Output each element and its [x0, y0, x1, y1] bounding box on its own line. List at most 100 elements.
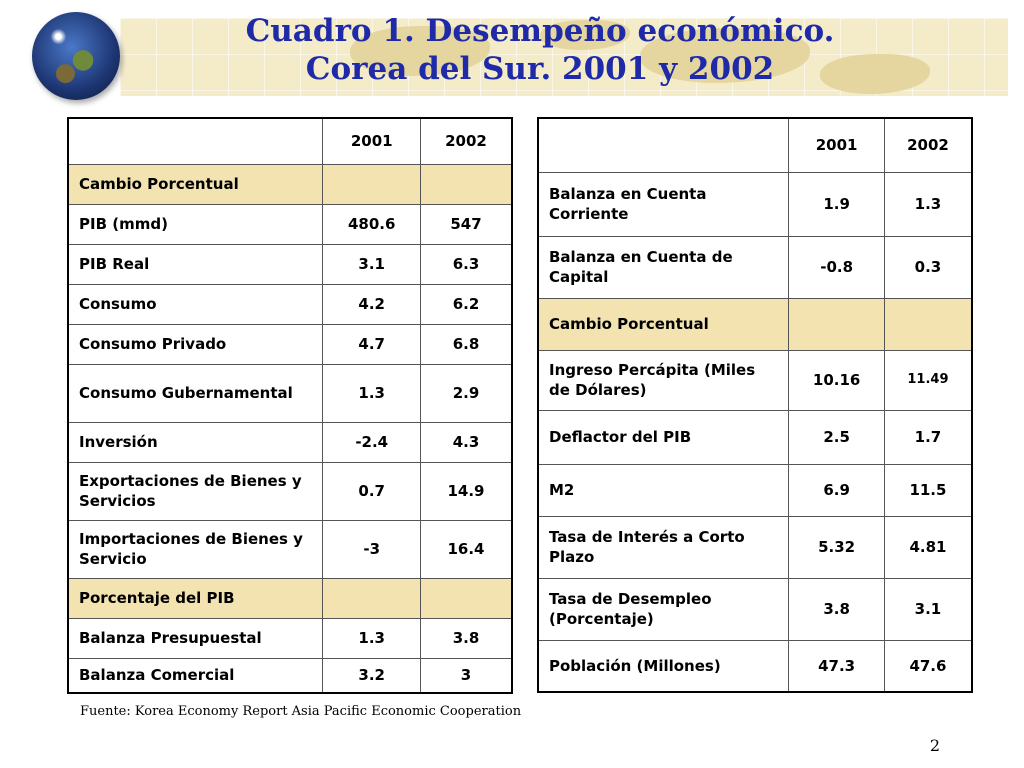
row-label: Población (Millones)	[537, 639, 790, 693]
cell-2002	[419, 163, 513, 205]
cell-2002: 3.1	[883, 577, 973, 641]
left-data-table: 2001 2002 Cambio Porcentual PIB (mmd) 48…	[67, 117, 513, 694]
cell-2002: 4.3	[419, 421, 513, 463]
row-label: Balanza en Cuenta de Capital	[537, 235, 790, 299]
table-row: PIB Real 3.1 6.3	[67, 243, 513, 285]
table-row: PIB (mmd) 480.6 547	[67, 203, 513, 245]
cell-2001: 1.3	[322, 363, 421, 423]
cell-2002: 6.2	[419, 283, 513, 325]
table-row: Consumo Privado 4.7 6.8	[67, 323, 513, 365]
row-label: Importaciones de Bienes y Servicio	[67, 519, 324, 579]
row-label: PIB Real	[67, 243, 324, 285]
row-label: Cambio Porcentual	[537, 297, 790, 351]
table-row: Balanza en Cuenta de Capital -0.8 0.3	[537, 235, 973, 299]
row-label: Balanza Presupuestal	[67, 617, 324, 659]
header-cell-blank	[67, 117, 324, 165]
cell-2001	[788, 297, 885, 351]
table-row: Balanza Comercial 3.2 3	[67, 657, 513, 694]
cell-2001: 480.6	[322, 203, 421, 245]
slide-title: Cuadro 1. Desempeño económico. Corea del…	[180, 12, 900, 88]
source-note: Fuente: Korea Economy Report Asia Pacifi…	[80, 704, 522, 719]
table-row: Importaciones de Bienes y Servicio -3 16…	[67, 519, 513, 579]
header-cell-2002: 2002	[883, 117, 973, 173]
row-label: Inversión	[67, 421, 324, 463]
globe-icon	[32, 12, 120, 100]
cell-2001: 4.2	[322, 283, 421, 325]
table-row: Consumo Gubernamental 1.3 2.9	[67, 363, 513, 423]
row-label: Cambio Porcentual	[67, 163, 324, 205]
cell-2001: 0.7	[322, 461, 421, 521]
row-label: Deflactor del PIB	[537, 409, 790, 465]
section-row: Cambio Porcentual	[537, 297, 973, 351]
header-cell-2001: 2001	[322, 117, 421, 165]
cell-2002	[419, 577, 513, 619]
cell-2002: 16.4	[419, 519, 513, 579]
cell-2002: 47.6	[883, 639, 973, 693]
table-row: Balanza Presupuestal 1.3 3.8	[67, 617, 513, 659]
cell-2002: 6.3	[419, 243, 513, 285]
cell-2002: 11.5	[883, 463, 973, 517]
table-row: Tasa de Interés a Corto Plazo 5.32 4.81	[537, 515, 973, 579]
cell-2002: 2.9	[419, 363, 513, 423]
row-label: Tasa de Desempleo (Porcentaje)	[537, 577, 790, 641]
cell-2002: 4.81	[883, 515, 973, 579]
cell-2001: -0.8	[788, 235, 885, 299]
cell-2001: 4.7	[322, 323, 421, 365]
cell-2002: 547	[419, 203, 513, 245]
cell-2002	[883, 297, 973, 351]
cell-2002: 1.7	[883, 409, 973, 465]
table-row: Consumo 4.2 6.2	[67, 283, 513, 325]
table-row: Tasa de Desempleo (Porcentaje) 3.8 3.1	[537, 577, 973, 641]
section-row: Porcentaje del PIB	[67, 577, 513, 619]
table-row: Balanza en Cuenta Corriente 1.9 1.3	[537, 171, 973, 237]
header-cell-2001: 2001	[788, 117, 885, 173]
cell-2001: 47.3	[788, 639, 885, 693]
cell-2001: 3.2	[322, 657, 421, 694]
title-line-2: Corea del Sur. 2001 y 2002	[305, 51, 775, 87]
cell-2001	[322, 577, 421, 619]
section-row: Cambio Porcentual	[67, 163, 513, 205]
cell-2001	[322, 163, 421, 205]
cell-2002: 1.3	[883, 171, 973, 237]
cell-2001: 6.9	[788, 463, 885, 517]
row-label: Consumo Gubernamental	[67, 363, 324, 423]
cell-2001: 3.1	[322, 243, 421, 285]
cell-2001: 10.16	[788, 349, 885, 411]
table-header-row: 2001 2002	[67, 117, 513, 165]
cell-2001: 2.5	[788, 409, 885, 465]
cell-2001: 3.8	[788, 577, 885, 641]
cell-2002: 14.9	[419, 461, 513, 521]
row-label: Ingreso Percápita (Miles de Dólares)	[537, 349, 790, 411]
table-row: Ingreso Percápita (Miles de Dólares) 10.…	[537, 349, 973, 411]
row-label: Balanza en Cuenta Corriente	[537, 171, 790, 237]
header-cell-blank	[537, 117, 790, 173]
cell-2001: 1.3	[322, 617, 421, 659]
cell-2002: 0.3	[883, 235, 973, 299]
cell-2001: 5.32	[788, 515, 885, 579]
table-header-row: 2001 2002	[537, 117, 973, 173]
table-row: Deflactor del PIB 2.5 1.7	[537, 409, 973, 465]
row-label: Exportaciones de Bienes y Servicios	[67, 461, 324, 521]
world-map-banner	[120, 18, 1008, 96]
header-cell-2002: 2002	[419, 117, 513, 165]
row-label: PIB (mmd)	[67, 203, 324, 245]
cell-2002: 3	[419, 657, 513, 694]
row-label: Porcentaje del PIB	[67, 577, 324, 619]
page-number: 2	[929, 736, 940, 755]
cell-2002: 6.8	[419, 323, 513, 365]
cell-2001: 1.9	[788, 171, 885, 237]
cell-2002: 3.8	[419, 617, 513, 659]
table-row: Exportaciones de Bienes y Servicios 0.7 …	[67, 461, 513, 521]
row-label: M2	[537, 463, 790, 517]
row-label: Tasa de Interés a Corto Plazo	[537, 515, 790, 579]
cell-2002: 11.49	[883, 349, 973, 411]
cell-2001: -3	[322, 519, 421, 579]
cell-2001: -2.4	[322, 421, 421, 463]
table-row: Inversión -2.4 4.3	[67, 421, 513, 463]
table-row: Población (Millones) 47.3 47.6	[537, 639, 973, 693]
row-label: Consumo Privado	[67, 323, 324, 365]
table-row: M2 6.9 11.5	[537, 463, 973, 517]
title-line-1: Cuadro 1. Desempeño económico.	[245, 13, 835, 49]
row-label: Balanza Comercial	[67, 657, 324, 694]
row-label: Consumo	[67, 283, 324, 325]
